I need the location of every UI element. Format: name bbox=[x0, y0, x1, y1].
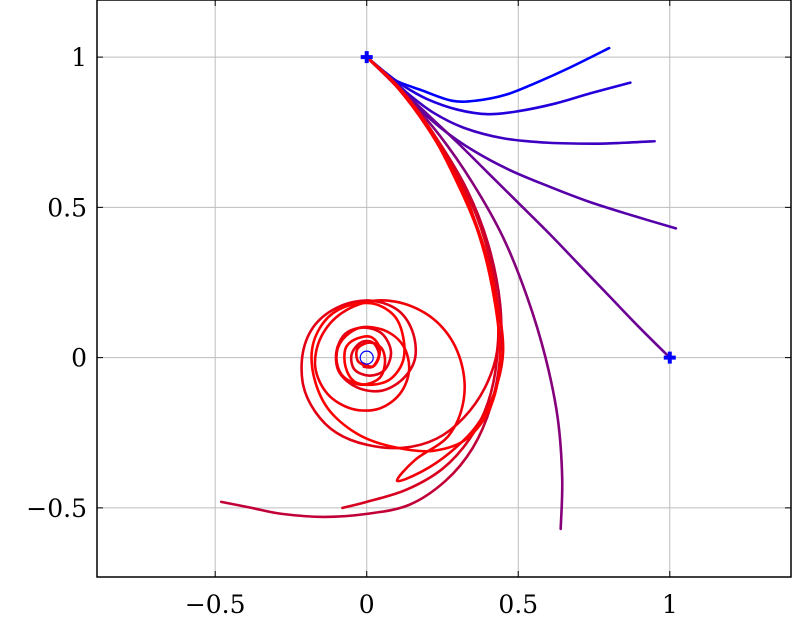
point-markers bbox=[359, 51, 676, 365]
y-tick-label: 1 bbox=[71, 43, 87, 72]
grid-lines bbox=[97, 0, 791, 577]
y-tick-label: 0 bbox=[71, 344, 87, 373]
trajectory-line-8 bbox=[341, 55, 500, 510]
y-tick-label: −0.5 bbox=[26, 494, 87, 523]
trajectory-line-5 bbox=[365, 55, 672, 359]
x-tick-label: 1 bbox=[662, 590, 678, 619]
trajectory-line-10 bbox=[313, 55, 505, 483]
trajectory-line-9 bbox=[300, 55, 501, 450]
plot-frame bbox=[96, 0, 792, 578]
trajectory-line-6 bbox=[365, 55, 564, 531]
y-tick-label: 0.5 bbox=[47, 193, 87, 222]
start-point-marker bbox=[663, 351, 676, 364]
origin-circle-marker bbox=[359, 350, 374, 365]
x-tick-label: 0 bbox=[359, 590, 375, 619]
series-lines bbox=[219, 46, 678, 531]
x-tick-label: 0.5 bbox=[498, 590, 538, 619]
axis-ticks: −0.5 0 0.5 1 −0.5 0 0.5 1 bbox=[26, 0, 791, 619]
start-point-marker bbox=[360, 51, 373, 64]
trajectory-line-11 bbox=[310, 55, 502, 453]
x-tick-label: −0.5 bbox=[185, 590, 246, 619]
